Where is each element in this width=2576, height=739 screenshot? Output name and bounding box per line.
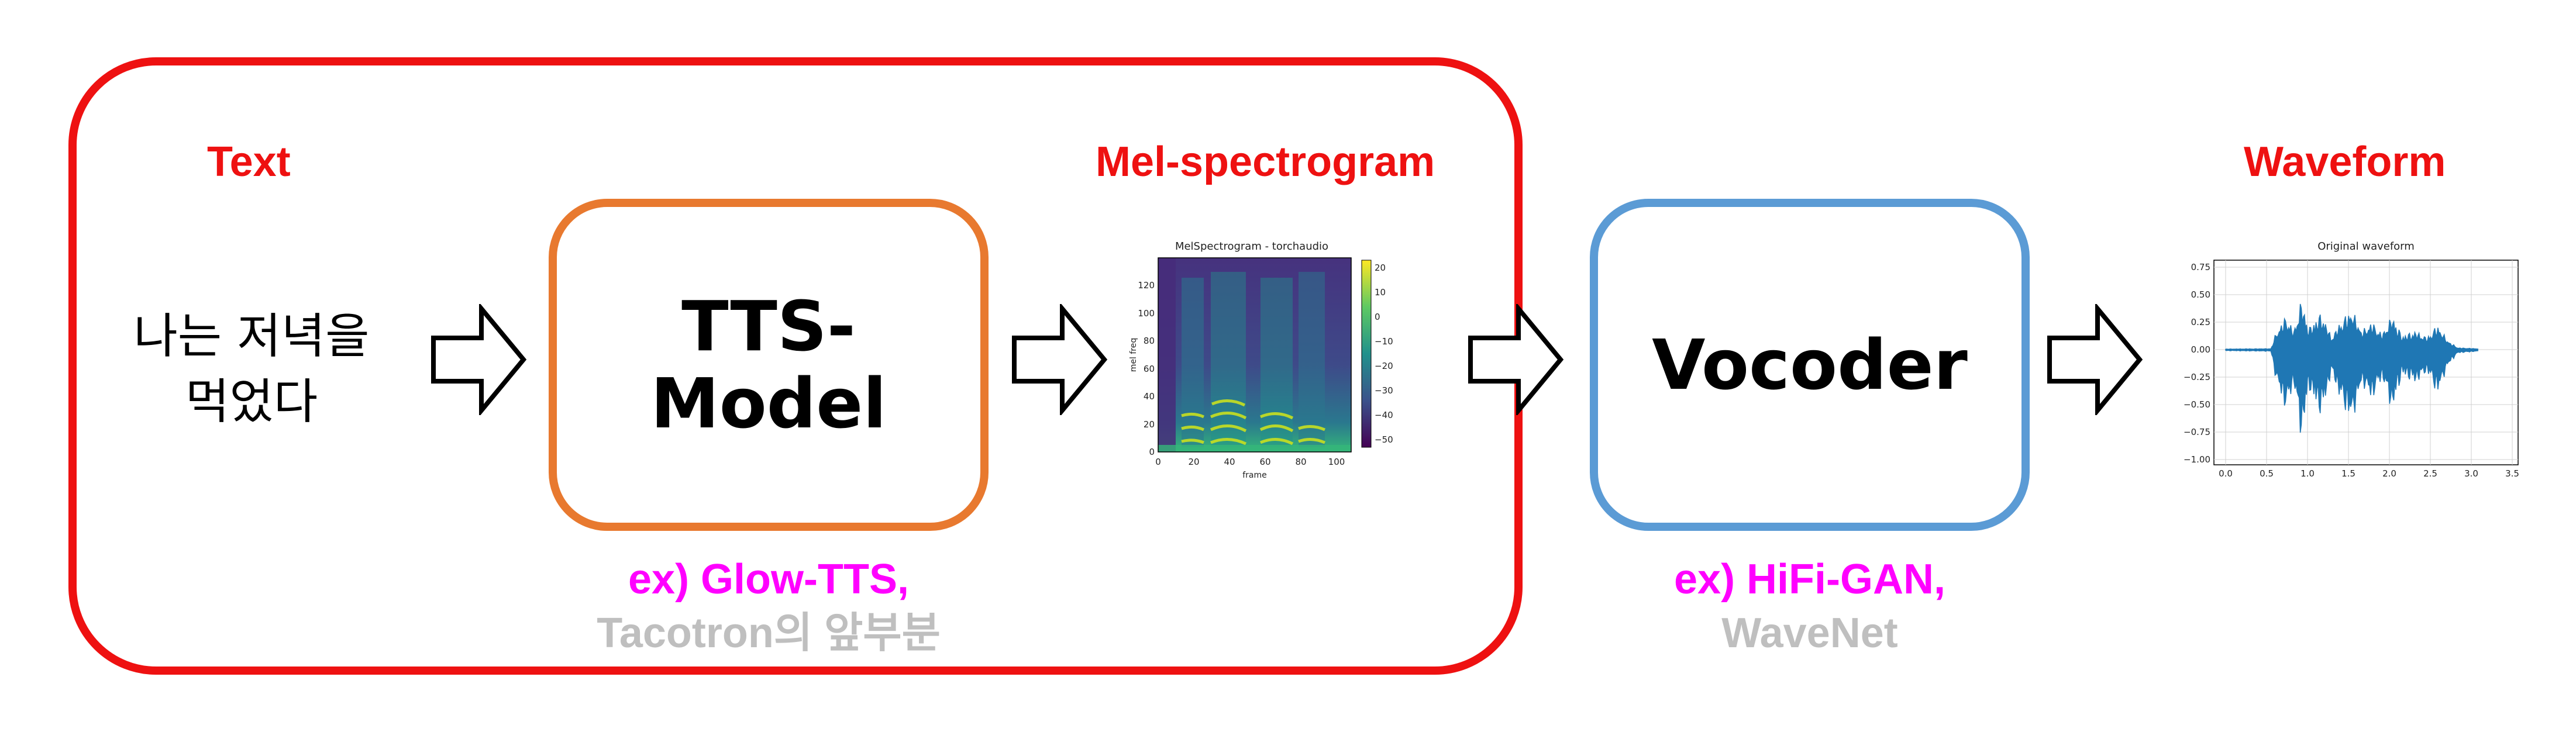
arrow-right-icon: [431, 304, 527, 415]
svg-text:−40: −40: [1375, 410, 1393, 420]
svg-text:40: 40: [1144, 391, 1155, 402]
mel-ylabel: mel freq: [1129, 338, 1138, 372]
svg-text:0.0: 0.0: [2219, 468, 2233, 479]
svg-text:1.0: 1.0: [2301, 468, 2315, 479]
svg-text:−1.00: −1.00: [2184, 454, 2210, 465]
mel-colorbar: [1361, 260, 1372, 448]
waveform-plot: Original waveform 0.75 0.50 0.25 0.00 −0…: [2184, 240, 2519, 479]
svg-text:60: 60: [1259, 457, 1270, 467]
mel-colorbar-ticks: 20 10 0 −10 −20 −30 −40 −50: [1375, 263, 1393, 445]
input-text-content: 나는 저녁을 먹었다: [133, 309, 370, 430]
label-mel-spectrogram: Mel-spectrogram: [1096, 139, 1435, 185]
wave-y-ticks: 0.75 0.50 0.25 0.00 −0.25 −0.50 −0.75 −1…: [2184, 262, 2210, 465]
tts-note: Tacotron의 앞부분: [597, 610, 941, 657]
svg-text:20: 20: [1188, 457, 1199, 467]
svg-text:3.0: 3.0: [2464, 468, 2478, 479]
tts-scope-frame: [68, 57, 1523, 675]
svg-text:−0.75: −0.75: [2184, 427, 2210, 437]
svg-text:0: 0: [1149, 447, 1155, 457]
wave-x-ticks: 0.0 0.5 1.0 1.5 2.0 2.5 3.0 3.5: [2219, 468, 2519, 479]
arrow-right-icon: [1468, 304, 1564, 415]
svg-text:80: 80: [1144, 336, 1155, 346]
svg-text:−50: −50: [1375, 434, 1393, 445]
tts-model-box: TTS- Model: [549, 199, 989, 531]
svg-text:0.5: 0.5: [2260, 468, 2274, 479]
svg-text:1.5: 1.5: [2341, 468, 2355, 479]
svg-text:−30: −30: [1375, 385, 1393, 396]
svg-text:2.5: 2.5: [2423, 468, 2437, 479]
svg-text:−20: −20: [1375, 361, 1393, 371]
svg-text:10: 10: [1375, 287, 1386, 298]
svg-text:−10: −10: [1375, 336, 1393, 347]
waveform-signal: [2225, 303, 2478, 433]
svg-text:20: 20: [1144, 419, 1155, 430]
input-text: 나는 저녁을 먹었다: [117, 304, 386, 435]
vocoder-note: WaveNet: [1721, 610, 1898, 657]
vocoder-box: Vocoder: [1590, 199, 2030, 531]
wave-plot-title: Original waveform: [2317, 240, 2415, 253]
svg-text:2.0: 2.0: [2382, 468, 2396, 479]
vocoder-example: ex) HiFi-GAN,: [1673, 556, 1946, 603]
svg-text:0.75: 0.75: [2191, 262, 2210, 272]
mel-x-ticks: 0 20 40 60 80 100: [1155, 457, 1345, 467]
arrow-right-icon: [2047, 304, 2143, 415]
svg-text:−0.25: −0.25: [2184, 372, 2210, 382]
svg-text:40: 40: [1224, 457, 1235, 467]
mel-spectrogram-plot: MelSpectrogram - torchaudio 0 20 40 60 8…: [1129, 240, 1393, 480]
svg-text:0.50: 0.50: [2191, 289, 2210, 300]
svg-text:0: 0: [1155, 457, 1161, 467]
svg-text:60: 60: [1144, 364, 1155, 374]
svg-text:0: 0: [1375, 312, 1380, 322]
tts-example: ex) Glow-TTS,: [628, 556, 910, 603]
mel-xlabel: frame: [1242, 471, 1267, 480]
svg-text:100: 100: [1138, 308, 1155, 319]
svg-text:−0.50: −0.50: [2184, 399, 2210, 410]
svg-text:80: 80: [1295, 457, 1306, 467]
svg-text:100: 100: [1328, 457, 1345, 467]
label-text: Text: [207, 139, 291, 185]
svg-text:120: 120: [1138, 280, 1155, 291]
svg-text:0.00: 0.00: [2191, 344, 2210, 355]
mel-heatmap: [1158, 258, 1351, 452]
mel-y-ticks: 0 20 40 60 80 100 120: [1138, 280, 1155, 457]
label-waveform: Waveform: [2244, 139, 2446, 185]
svg-text:20: 20: [1375, 263, 1386, 273]
wave-grid: [2214, 260, 2518, 465]
vocoder-title: Vocoder: [1652, 324, 1968, 405]
svg-text:3.5: 3.5: [2505, 468, 2519, 479]
arrow-right-icon: [1012, 304, 1108, 415]
tts-model-title: TTS- Model: [650, 286, 887, 444]
mel-plot-title: MelSpectrogram - torchaudio: [1175, 240, 1328, 253]
svg-text:0.25: 0.25: [2191, 317, 2210, 327]
